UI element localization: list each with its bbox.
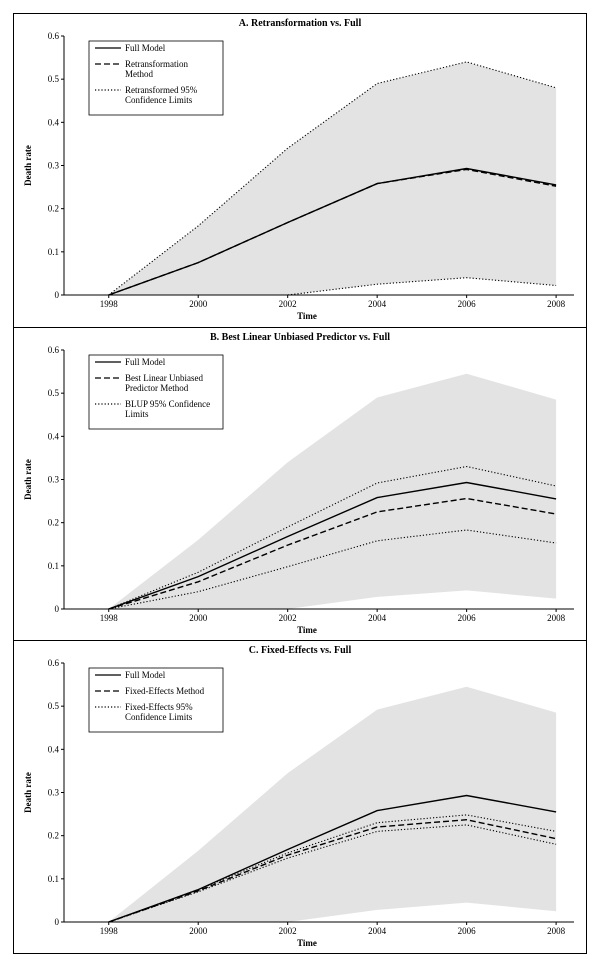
- legend-entry-text: Confidence Limits: [125, 95, 193, 105]
- confidence-band: [108, 61, 557, 296]
- x-tick-label: 1998: [100, 926, 119, 936]
- legend: Full Model Fixed-Effects Method Fixed-Effe…: [88, 667, 224, 733]
- legend-box: [88, 667, 224, 733]
- legend: Full Model Best Linear UnbiasedPredictor …: [88, 354, 224, 430]
- legend-box: [88, 40, 224, 116]
- panel-b: B. Best Linear Unbiased Predictor vs. Fu…: [14, 327, 586, 641]
- series-line-solid: [108, 481, 557, 610]
- figure: A. Retransformation vs. Full 0 0.1 0.2 0.3 0.…: [13, 13, 587, 954]
- x-tick-label: 2004: [368, 299, 387, 309]
- y-tick-label: 0.4: [48, 431, 60, 441]
- x-tick-label: 2000: [189, 299, 208, 309]
- chart-panel-c: C. Fixed-Effects vs. Full 0 0.1 0.2 0.3 0.4 0.…: [23, 645, 574, 948]
- legend-entry-text: Full Model: [125, 670, 166, 680]
- panel-c: C. Fixed-Effects vs. Full 0 0.1 0.2 0.3 0.4 0.…: [14, 640, 586, 954]
- x-axis-label: Time: [297, 311, 317, 321]
- x-axis-label: Time: [297, 938, 317, 948]
- legend-entry-text: Full Model: [125, 43, 166, 53]
- y-tick-label: 0.6: [48, 31, 60, 41]
- y-tick-label: 0.6: [48, 345, 60, 355]
- legend-entry-text: Fixed-Effects 95%: [125, 702, 193, 712]
- x-tick-label: 2000: [189, 926, 208, 936]
- x-tick-label: 2008: [547, 299, 566, 309]
- legend-entry-text: Retransformed 95%: [125, 85, 198, 95]
- chart-title: C. Fixed-Effects vs. Full: [249, 645, 352, 656]
- y-axis-label: Death rate: [23, 772, 33, 813]
- x-tick-label: 2004: [368, 926, 387, 936]
- x-tick-label: 1998: [100, 613, 119, 623]
- series-line-solid: [108, 167, 557, 296]
- x-tick-label: 2006: [458, 613, 477, 623]
- legend-entry-text: Full Model: [125, 357, 166, 367]
- y-tick-label: 0: [55, 604, 60, 614]
- legend-entry-text: Fixed-Effects Method: [125, 686, 205, 696]
- y-tick-label: 0.2: [48, 518, 59, 528]
- y-tick-label: 0.3: [48, 475, 60, 485]
- panel-a: A. Retransformation vs. Full 0 0.1 0.2 0.3 0.…: [14, 14, 586, 327]
- legend-entry-text: Method: [125, 69, 153, 79]
- series-line-dotted: [108, 465, 557, 610]
- x-tick-label: 2006: [458, 926, 477, 936]
- series-line-dashed: [108, 497, 557, 610]
- confidence-band: [108, 686, 557, 922]
- x-tick-label: 2006: [458, 299, 477, 309]
- y-tick-label: 0.6: [48, 658, 60, 668]
- y-tick-label: 0.1: [48, 561, 59, 571]
- legend-entry-text: Predictor Method: [125, 383, 189, 393]
- x-tick-label: 2004: [368, 613, 387, 623]
- x-tick-label: 2002: [279, 926, 297, 936]
- series-line-dotted: [108, 277, 557, 296]
- y-tick-label: 0: [55, 290, 60, 300]
- legend-entry-text: Limits: [125, 409, 149, 419]
- y-tick-label: 0.1: [48, 247, 59, 257]
- x-axis-label: Time: [297, 625, 317, 635]
- series-line-dotted: [108, 824, 557, 923]
- y-axis-label: Death rate: [23, 459, 33, 500]
- x-tick-label: 2002: [279, 613, 297, 623]
- y-tick-label: 0: [55, 917, 60, 927]
- y-tick-label: 0.5: [48, 701, 60, 711]
- y-tick-label: 0.3: [48, 161, 60, 171]
- series-line-dashed: [108, 168, 557, 296]
- y-tick-label: 0.4: [48, 744, 60, 754]
- y-tick-label: 0.5: [48, 388, 60, 398]
- confidence-band: [108, 373, 557, 609]
- chart-title: B. Best Linear Unbiased Predictor vs. Fu…: [210, 332, 390, 343]
- chart-title: A. Retransformation vs. Full: [239, 18, 362, 29]
- series-line-dashed: [108, 818, 557, 923]
- x-tick-label: 2000: [189, 613, 208, 623]
- y-tick-label: 0.5: [48, 74, 60, 84]
- chart-panel-a: A. Retransformation vs. Full 0 0.1 0.2 0.3 0.…: [23, 18, 574, 321]
- legend-entry-text: Confidence Limits: [125, 712, 193, 722]
- y-tick-label: 0.3: [48, 788, 60, 798]
- y-tick-label: 0.1: [48, 874, 59, 884]
- legend-entry-text: Best Linear Unbiased: [125, 373, 203, 383]
- x-tick-label: 2008: [547, 613, 566, 623]
- y-tick-label: 0.2: [48, 204, 59, 214]
- y-tick-label: 0.2: [48, 831, 59, 841]
- x-tick-label: 1998: [100, 299, 119, 309]
- legend-entry-text: BLUP 95% Confidence: [125, 399, 210, 409]
- legend-entry-text: Retransformation: [125, 59, 188, 69]
- x-tick-label: 2008: [547, 926, 566, 936]
- series-line-solid: [108, 794, 557, 923]
- y-tick-label: 0.4: [48, 117, 60, 127]
- chart-panel-b: B. Best Linear Unbiased Predictor vs. Fu…: [23, 332, 574, 635]
- series-line-dotted: [108, 814, 557, 923]
- y-axis-label: Death rate: [23, 145, 33, 186]
- x-tick-label: 2002: [279, 299, 297, 309]
- series-line-dotted: [108, 529, 557, 610]
- legend-box: [88, 354, 224, 430]
